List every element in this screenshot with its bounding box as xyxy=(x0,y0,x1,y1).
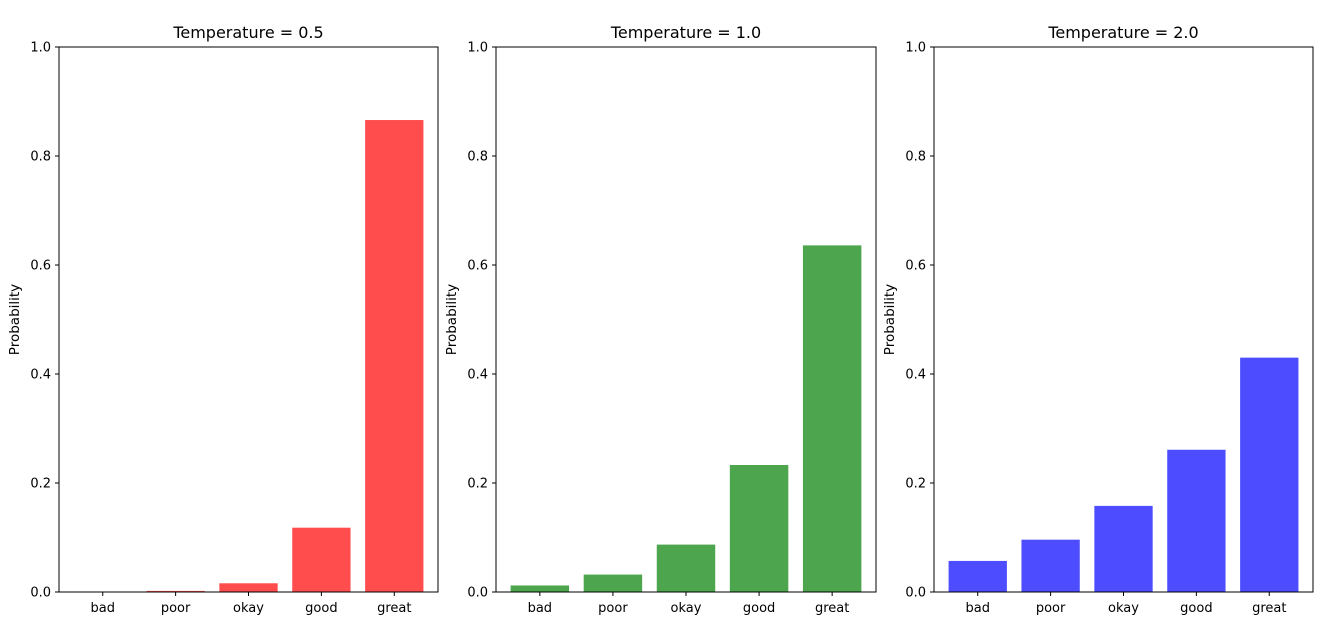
y-axis-title: Probability xyxy=(444,284,460,355)
chart-title: Temperature = 2.0 xyxy=(1047,23,1198,42)
x-tick-label: okay xyxy=(671,601,702,616)
bar-okay xyxy=(656,544,716,592)
y-tick-label: 1.0 xyxy=(905,41,926,56)
y-tick-label: 0.8 xyxy=(905,150,926,165)
y-axis-title: Probability xyxy=(7,284,23,355)
y-tick-label: 1.0 xyxy=(467,41,488,56)
chart-title: Temperature = 0.5 xyxy=(172,23,323,42)
bar-poor xyxy=(1021,539,1080,592)
x-tick-label: great xyxy=(815,601,849,616)
bar-poor xyxy=(146,590,205,592)
y-tick-label: 0.0 xyxy=(467,586,488,601)
x-tick-label: good xyxy=(1180,601,1212,616)
x-tick-label: bad xyxy=(528,601,552,616)
y-tick-label: 0.6 xyxy=(30,259,51,274)
bar-good xyxy=(292,527,351,592)
bar-okay xyxy=(219,583,278,592)
y-tick-label: 0.0 xyxy=(30,586,51,601)
y-tick-label: 0.8 xyxy=(30,150,51,165)
x-tick-label: bad xyxy=(965,601,989,616)
x-tick-label: poor xyxy=(598,601,628,616)
x-tick-label: okay xyxy=(233,601,264,616)
bar-okay xyxy=(1094,505,1153,592)
x-tick-label: great xyxy=(377,601,411,616)
y-tick-label: 0.8 xyxy=(467,150,488,165)
y-tick-label: 0.4 xyxy=(905,368,926,383)
bar-bad xyxy=(510,585,570,592)
y-tick-label: 1.0 xyxy=(30,41,51,56)
bar-great xyxy=(802,245,862,592)
bar-good xyxy=(1167,449,1226,592)
bar-good xyxy=(729,465,789,592)
x-tick-label: okay xyxy=(1108,601,1139,616)
x-tick-label: poor xyxy=(161,601,191,616)
chart-title: Temperature = 1.0 xyxy=(610,23,761,42)
x-tick-label: poor xyxy=(1036,601,1066,616)
y-axis-title: Probability xyxy=(882,284,898,355)
x-tick-label: great xyxy=(1252,601,1286,616)
y-tick-label: 0.4 xyxy=(30,368,51,383)
bar-bad xyxy=(948,560,1007,592)
bar-great xyxy=(365,120,424,592)
y-tick-label: 0.2 xyxy=(30,477,51,492)
y-tick-label: 0.2 xyxy=(467,477,488,492)
y-tick-label: 0.2 xyxy=(905,477,926,492)
y-tick-label: 0.6 xyxy=(905,259,926,274)
bar-great xyxy=(1240,357,1299,592)
x-tick-label: good xyxy=(305,601,337,616)
y-tick-label: 0.4 xyxy=(467,368,488,383)
x-tick-label: good xyxy=(743,601,775,616)
bar-poor xyxy=(583,574,643,592)
y-tick-label: 0.0 xyxy=(905,586,926,601)
y-tick-label: 0.6 xyxy=(467,259,488,274)
x-tick-label: bad xyxy=(90,601,114,616)
